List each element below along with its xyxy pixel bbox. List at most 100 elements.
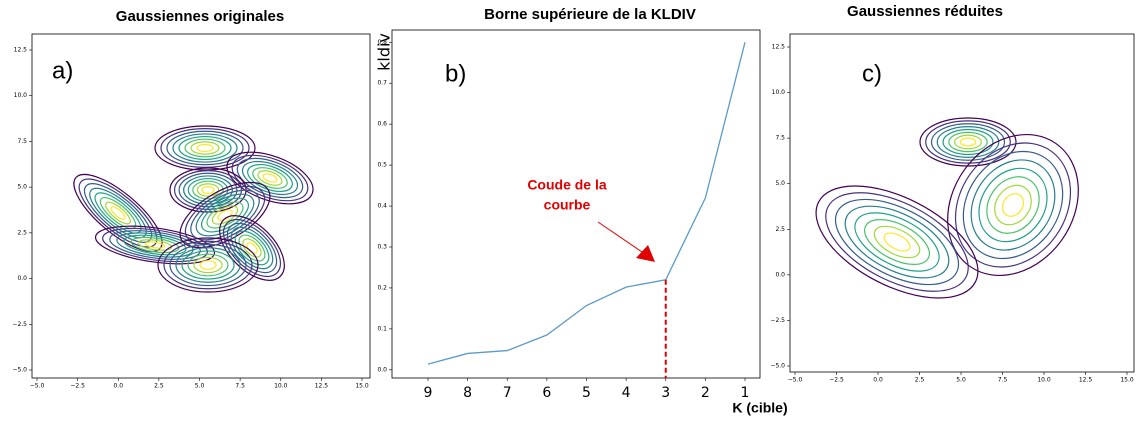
contour-line: [978, 167, 1048, 243]
contour-line: [883, 232, 911, 252]
contour-line: [196, 183, 220, 197]
contour-line: [219, 215, 285, 281]
x-tick-label: −5.0: [788, 377, 803, 384]
contour-line: [116, 232, 194, 258]
contour-line: [873, 225, 921, 259]
contour-line: [137, 239, 173, 251]
y-tick-label: 0.0: [775, 271, 785, 278]
y-tick-label: 0.0: [377, 366, 387, 373]
panel-label: a): [52, 57, 73, 84]
plot-frame: [31, 33, 371, 379]
x-tick-label: 12.5: [315, 383, 329, 390]
x-tick-label: 2: [701, 385, 710, 401]
contour-line: [192, 180, 224, 200]
contour-line: [130, 236, 180, 254]
contour-line: [953, 134, 983, 150]
annotation-arrow: [597, 221, 643, 253]
contour-line: [190, 141, 220, 155]
contour-line: [986, 176, 1040, 234]
contour-line: [183, 175, 233, 205]
contour-line: [163, 240, 253, 290]
contour-line: [78, 178, 158, 248]
x-tick-label: 2.5: [154, 383, 164, 390]
x-tick-label: 5.0: [956, 377, 966, 384]
x-tick-label: 10.0: [274, 383, 288, 390]
contour-line: [226, 151, 314, 205]
y-tick-label: 5.0: [775, 180, 785, 187]
contour-line: [834, 198, 960, 286]
contour-line: [193, 256, 223, 274]
x-tick-label: 0.0: [873, 377, 883, 384]
x-tick-label: 2.5: [915, 377, 925, 384]
contour-line: [105, 201, 131, 225]
contour-line: [844, 205, 950, 279]
contour-line: [1001, 193, 1025, 217]
contour-line: [236, 157, 304, 199]
contour-line: [144, 241, 166, 249]
contour-line: [211, 205, 239, 225]
contour-line: [947, 133, 1079, 277]
contour-line: [175, 247, 241, 283]
contour-line: [157, 237, 259, 293]
contour-line: [184, 185, 266, 245]
contour-line: [241, 160, 299, 196]
contour-line: [942, 128, 994, 156]
contour-line: [94, 192, 142, 234]
y-tick-label: 10.0: [772, 89, 786, 96]
contour-line: [160, 128, 250, 168]
contour-line: [217, 209, 233, 221]
contour-line: [201, 185, 215, 195]
contour-line: [102, 227, 208, 263]
contour-line: [234, 230, 270, 266]
x-tick-label: 10.0: [1037, 377, 1051, 384]
contour-line: [252, 167, 288, 189]
contour-line: [970, 159, 1056, 251]
contour-line: [123, 234, 187, 256]
y-tick-label: 0.4: [377, 203, 387, 210]
x-tick-label: 15.0: [1120, 377, 1134, 384]
y-tick-label: 0.5: [377, 162, 387, 169]
panel-label: b): [445, 60, 466, 87]
plot-frame: [391, 29, 761, 379]
contour-line: [936, 126, 1000, 158]
contour-line: [854, 212, 940, 272]
contour-line: [262, 173, 278, 183]
plot-frame: [789, 33, 1135, 373]
x-tick-label: 0.0: [113, 383, 123, 390]
annotation: courbe: [544, 197, 591, 213]
x-tick-label: 12.5: [1079, 377, 1093, 384]
x-tick-label: 4: [622, 385, 631, 401]
contour-line: [222, 218, 282, 278]
contour-line: [925, 120, 1011, 164]
y-tick-label: 7.5: [775, 135, 785, 142]
y-tick-label: 0.0: [17, 275, 27, 282]
chart-title: Gaussiennes réduites: [847, 3, 1003, 20]
contour-line: [94, 225, 216, 265]
contour-line: [206, 201, 244, 229]
chart-title: Gaussiennes originales: [116, 8, 284, 25]
contour-line: [166, 130, 244, 166]
contour-line: [994, 184, 1032, 226]
contour-line: [959, 137, 977, 147]
contour-line: [948, 131, 988, 153]
contour-line: [99, 196, 137, 230]
x-axis-label: K (cible): [732, 400, 787, 416]
contour-line: [179, 181, 271, 249]
contour-line: [954, 142, 1072, 268]
contour-line: [196, 143, 214, 153]
x-tick-label: 3: [661, 385, 670, 401]
contour-line: [190, 189, 260, 241]
contour-line: [178, 172, 238, 208]
contour-line: [199, 260, 217, 270]
y-tick-label: 0.8: [377, 39, 387, 46]
contour-line: [962, 150, 1064, 260]
contour-line: [154, 125, 256, 171]
contour-line: [230, 226, 274, 270]
contour-line: [195, 193, 255, 237]
contour-line: [172, 133, 238, 163]
y-tick-label: 5.0: [17, 184, 27, 191]
contour-line: [231, 154, 309, 202]
x-tick-label: −2.5: [829, 377, 844, 384]
y-tick-label: 2.5: [17, 229, 27, 236]
